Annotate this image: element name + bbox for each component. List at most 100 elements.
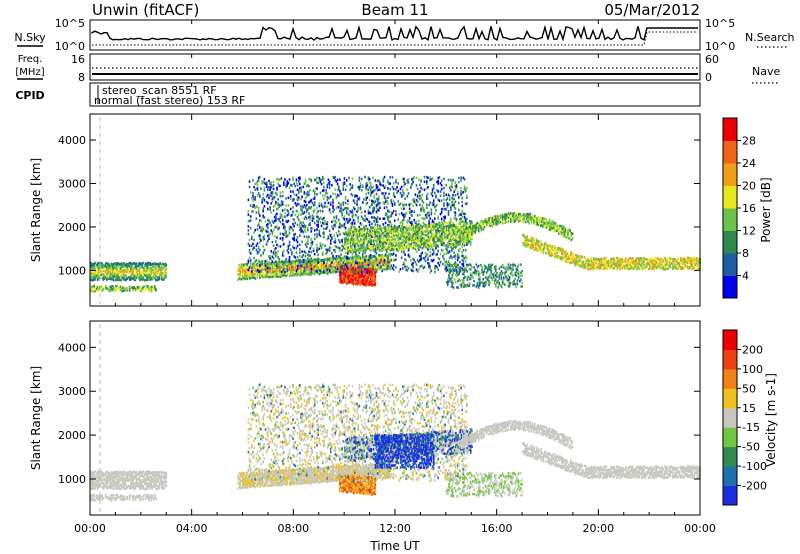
power-cell (420, 241, 423, 244)
power-cell (347, 233, 350, 236)
power-cell (259, 266, 261, 269)
power-cell (331, 220, 333, 224)
power-cell (360, 243, 362, 247)
power-cell (110, 278, 113, 281)
power-cell (288, 225, 291, 229)
power-cell (107, 277, 109, 281)
power-cell (334, 178, 337, 182)
power-cell (461, 225, 464, 229)
power-cell (108, 270, 110, 273)
power-cell (311, 259, 314, 263)
power-cell (156, 265, 158, 269)
power-cell (307, 270, 309, 274)
power-cell (429, 224, 432, 228)
power-cell (287, 196, 290, 200)
power-cell (139, 274, 141, 277)
power-cell (368, 242, 370, 246)
power-cell (354, 255, 356, 258)
power-cell (461, 239, 464, 243)
power-cell (362, 236, 365, 239)
power-cell (412, 224, 415, 228)
power-cell (352, 239, 354, 242)
power-cell (294, 264, 297, 267)
power-cell (309, 264, 312, 268)
power-cell (251, 266, 253, 270)
power-cell (357, 270, 359, 273)
power-cell (386, 260, 388, 263)
power-cell (238, 263, 241, 267)
power-cell (460, 227, 463, 231)
power-cell (163, 263, 165, 266)
power-cell (420, 226, 423, 230)
power-cell (261, 268, 263, 272)
power-cell (448, 250, 451, 253)
power-cell (303, 265, 306, 268)
power-cell (241, 277, 244, 281)
power-cell (505, 217, 508, 220)
power-cell (263, 181, 266, 185)
power-cell (124, 273, 126, 277)
power-cell (381, 242, 384, 245)
power-cell (460, 234, 463, 237)
power-cell (320, 246, 323, 250)
power-cell (454, 188, 457, 191)
power-cell (400, 224, 402, 228)
power-cell (439, 235, 441, 239)
power-cell (91, 273, 93, 277)
power-cell (379, 238, 382, 241)
power-cell (411, 240, 414, 243)
power-cell (284, 260, 286, 263)
power-cell (411, 226, 414, 230)
power-cell (447, 260, 450, 264)
power-cell (310, 206, 313, 209)
power-cell (397, 218, 400, 221)
power-cell (365, 263, 368, 266)
power-cell (443, 191, 445, 195)
power-cell (426, 175, 428, 179)
power-cell (92, 274, 94, 277)
power-cell (464, 202, 467, 206)
power-cell (411, 233, 414, 237)
power-cell (350, 256, 353, 260)
power-cell (342, 277, 345, 281)
power-cell (281, 270, 284, 273)
power-cell (127, 271, 130, 274)
power-cell (345, 270, 348, 273)
power-cell (407, 181, 410, 184)
power-cell (383, 261, 386, 264)
power-cell (401, 177, 404, 181)
power-cell (386, 263, 388, 266)
power-cell (441, 223, 443, 226)
power-cell (434, 231, 437, 234)
power-cell (279, 220, 282, 224)
power-cell (396, 191, 398, 194)
power-cell (429, 250, 432, 254)
power-cell (346, 231, 349, 234)
power-cell (252, 266, 254, 269)
power-cell (110, 272, 113, 276)
power-cell (427, 255, 429, 258)
power-cell (277, 198, 279, 201)
power-cell (370, 261, 372, 264)
power-cell (301, 273, 304, 276)
power-cell (365, 234, 368, 237)
power-cell (447, 203, 450, 207)
power-cell (308, 260, 310, 263)
power-cell (458, 231, 461, 234)
power-cell (347, 242, 350, 245)
power-cell (350, 266, 353, 269)
power-cell (263, 205, 266, 208)
power-cell (362, 239, 365, 242)
power-cell (247, 261, 250, 264)
power-cell (430, 259, 433, 262)
power-cell (424, 245, 426, 248)
power-cell (278, 265, 281, 269)
power-cell (375, 236, 377, 240)
power-cell (405, 235, 408, 239)
power-cell (442, 227, 445, 231)
power-cell (112, 262, 115, 266)
power-cell (279, 275, 282, 279)
power-cell (399, 202, 402, 205)
power-cell (460, 213, 462, 216)
power-cell (296, 271, 299, 275)
